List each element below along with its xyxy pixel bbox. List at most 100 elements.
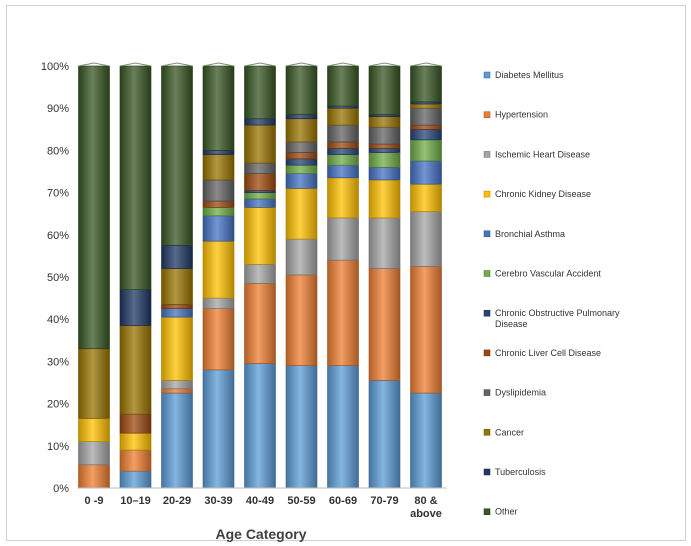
bar-segment: [161, 65, 193, 246]
bar-segment: [202, 215, 235, 242]
bar-segment: [119, 449, 152, 472]
x-tick-label: 40-49: [246, 495, 274, 507]
bar-segment: [410, 139, 442, 162]
bar-segment: [327, 124, 359, 143]
y-tick-label: 100%: [41, 61, 69, 73]
y-tick-label: 90%: [47, 103, 69, 115]
legend-label: Bronchial Asthma: [495, 229, 565, 239]
chart-frame: 0% 10% 20% 30% 40% 50% 60% 70% 80% 90% 100% 0 -9 10…: [6, 5, 686, 542]
bar-segment: [244, 124, 276, 164]
bar-segment: [285, 158, 318, 166]
bar-segment: [410, 124, 442, 130]
bar-segment: [410, 101, 442, 105]
bar-segment: [119, 432, 152, 451]
bars: [78, 62, 442, 489]
bar-segment: [410, 160, 442, 185]
bar-segment: [327, 65, 359, 107]
bar-segment: [202, 200, 235, 208]
y-tick-label: 20%: [47, 399, 69, 411]
bar-segment: [410, 107, 442, 126]
bar-segment: [119, 65, 152, 290]
bar-segment-cap: [78, 62, 110, 67]
bar-segment: [285, 65, 318, 115]
bar-segment: [368, 126, 401, 145]
bar-segment: [161, 392, 193, 489]
y-tick-label: 80%: [47, 145, 69, 157]
legend-label: Chronic Liver Cell Disease: [495, 348, 601, 358]
bar-segment: [410, 266, 442, 394]
bar-segment: [244, 173, 276, 191]
legend-swatch: [483, 230, 491, 238]
bar-segment: [202, 207, 235, 217]
x-tick-label: 20-29: [163, 495, 191, 507]
bar-segment: [410, 392, 442, 489]
bar-segment: [78, 464, 110, 489]
legend-label: Chronic Obstructive Pulmonary: [495, 308, 620, 318]
bar-segment-cap: [161, 62, 193, 67]
y-tick-label: 10%: [47, 441, 69, 453]
bar-segment-cap: [368, 62, 401, 67]
bar-segment: [119, 325, 152, 415]
y-axis: 0% 10% 20% 30% 40% 50% 60% 70% 80% 90% 100%: [41, 61, 69, 495]
legend-label: Tuberculosis: [495, 467, 546, 477]
bar-segment: [161, 304, 193, 309]
bar-segment: [327, 217, 359, 261]
legend-swatch: [483, 468, 491, 476]
bar-segment: [410, 103, 442, 109]
bar-segment: [202, 179, 235, 202]
x-tick-label: 0 -9: [85, 495, 104, 507]
bar-segment: [119, 470, 152, 489]
legend-label: Diabetes Mellitus: [495, 70, 564, 80]
bar-segment-cap: [327, 62, 359, 67]
bar-segment: [202, 65, 235, 151]
bar-segment: [285, 365, 318, 489]
bar-segment: [78, 65, 110, 350]
bar-segment-cap: [410, 62, 442, 67]
legend-swatch: [483, 349, 491, 357]
legend-label: Other: [495, 507, 518, 517]
bar-segment: [327, 154, 359, 166]
legend-swatch: [483, 270, 491, 277]
legend-label: Cancer: [495, 427, 524, 437]
legend-label: Hypertension: [495, 110, 548, 120]
bar-segment: [244, 192, 276, 200]
bar-segment: [161, 316, 193, 381]
bar-segment: [244, 207, 276, 265]
bar-segment: [368, 380, 401, 489]
bar-segment: [244, 65, 276, 120]
bar-segment: [202, 154, 235, 181]
x-axis: 0 -9 10–19 20-29 30-39 40-49 50-59 60-69 70-79 8…: [77, 487, 447, 520]
bar-segment: [285, 274, 318, 366]
legend-swatch: [483, 190, 491, 198]
x-axis-title: Age Category: [215, 526, 306, 542]
legend: Diabetes Mellitus Hypertension Ischemic He…: [483, 70, 620, 517]
bar-segment: [327, 105, 359, 109]
legend-swatch: [483, 389, 491, 396]
bar-segment: [285, 164, 318, 174]
legend-swatch: [483, 309, 491, 317]
bar-segment: [327, 164, 359, 179]
bar-segment: [285, 114, 318, 120]
bar-segment: [410, 211, 442, 267]
bar-segment: [202, 297, 235, 309]
bar-segment: [368, 116, 401, 128]
legend-label: Cerebro Vascular Accident: [495, 269, 601, 279]
x-tick-label: 30-39: [204, 495, 232, 507]
bar-segment: [410, 129, 442, 141]
bar-segment: [244, 283, 276, 364]
bar-segment: [327, 141, 359, 149]
bar-segment-cap: [202, 62, 235, 67]
bar-segment: [285, 152, 318, 160]
y-tick-label: 0%: [53, 483, 69, 495]
y-tick-label: 30%: [47, 356, 69, 368]
bar-segment: [202, 240, 235, 299]
bar-segment: [368, 268, 401, 381]
bar-segment: [368, 166, 401, 181]
x-tick-label: 80 &: [414, 495, 437, 507]
x-tick-label: 50-59: [287, 495, 315, 507]
bar-segment: [368, 114, 401, 117]
bar-segment: [410, 65, 442, 103]
legend-swatch: [483, 71, 491, 79]
bar-segment: [410, 183, 442, 212]
bar-segment: [368, 217, 401, 269]
